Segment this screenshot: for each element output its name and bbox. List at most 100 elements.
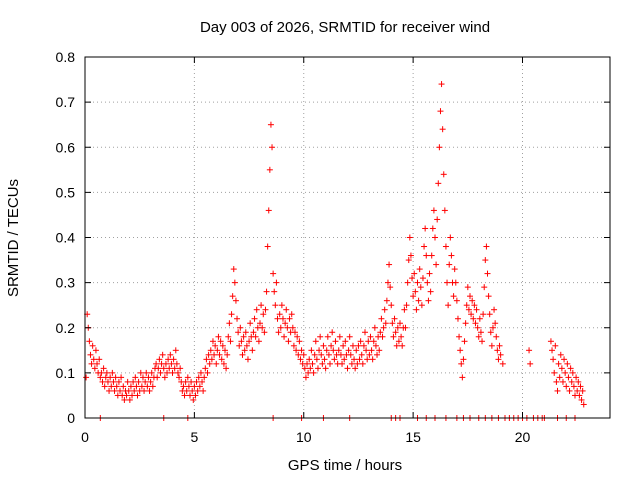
data-point	[309, 360, 316, 367]
data-point	[307, 365, 314, 372]
data-point	[414, 279, 421, 286]
data-point	[235, 329, 242, 336]
data-point	[131, 387, 138, 394]
data-point	[579, 387, 586, 394]
data-point	[168, 360, 175, 367]
data-point	[486, 311, 493, 318]
data-point	[437, 108, 444, 115]
data-point	[555, 360, 562, 367]
data-point	[238, 338, 245, 345]
data-point	[332, 338, 339, 345]
data-point	[118, 374, 125, 381]
data-point	[146, 387, 153, 394]
data-point	[171, 365, 178, 372]
data-point	[439, 126, 446, 133]
data-point	[335, 347, 342, 354]
data-point	[205, 351, 212, 358]
data-point	[330, 347, 337, 354]
data-point	[117, 387, 123, 394]
y-tick-label: 0.6	[56, 139, 76, 155]
data-point	[397, 320, 403, 327]
data-point	[296, 338, 303, 345]
data-point	[323, 347, 330, 354]
data-point	[282, 320, 289, 327]
data-point	[270, 270, 277, 277]
data-point	[240, 333, 247, 340]
data-point	[259, 324, 266, 331]
data-point	[421, 243, 428, 250]
data-point	[526, 347, 533, 354]
data-point	[261, 329, 268, 336]
data-point	[459, 374, 466, 381]
data-point	[367, 333, 374, 340]
data-point	[409, 275, 416, 282]
data-point	[458, 360, 465, 367]
data-point	[207, 347, 214, 354]
data-point	[356, 356, 363, 363]
data-point	[567, 365, 574, 372]
data-point	[137, 369, 144, 376]
data-point	[391, 315, 398, 322]
data-point	[190, 396, 197, 403]
data-point	[337, 351, 344, 358]
data-point	[162, 360, 169, 367]
data-point	[440, 171, 447, 178]
data-point	[289, 324, 296, 331]
data-point	[306, 356, 313, 363]
data-point	[165, 356, 172, 363]
data-point	[298, 347, 305, 354]
data-point	[206, 360, 213, 367]
data-point	[378, 315, 385, 322]
data-point	[392, 329, 399, 336]
data-point	[485, 293, 492, 300]
data-point	[313, 356, 320, 363]
x-axis-label: GPS time / hours	[288, 457, 402, 474]
data-point	[380, 324, 387, 331]
data-point	[191, 383, 198, 390]
data-point	[476, 315, 483, 322]
data-point	[183, 387, 190, 394]
data-point	[365, 338, 372, 345]
data-point	[471, 302, 478, 309]
data-point	[403, 302, 410, 309]
data-point	[304, 360, 311, 367]
data-point	[107, 374, 114, 381]
data-point	[111, 387, 118, 394]
x-tick-label: 15	[405, 429, 421, 445]
data-point	[252, 333, 259, 340]
data-point	[429, 225, 436, 232]
data-point	[405, 257, 412, 264]
data-point	[345, 347, 352, 354]
data-point	[460, 356, 467, 363]
data-point	[426, 270, 433, 277]
data-point	[305, 369, 312, 376]
x-tick-label: 0	[81, 429, 89, 445]
data-point	[577, 383, 584, 390]
data-point	[561, 356, 568, 363]
data-point	[224, 351, 231, 358]
points-layer	[83, 81, 587, 421]
data-point	[379, 333, 386, 340]
x-tick-label: 10	[296, 429, 312, 445]
data-point	[363, 347, 370, 354]
data-point	[283, 306, 290, 313]
data-point	[92, 347, 99, 354]
data-point	[141, 387, 148, 394]
data-point	[211, 351, 218, 358]
data-point	[415, 297, 422, 304]
data-point	[418, 302, 425, 309]
data-point	[176, 374, 183, 381]
data-point	[244, 356, 251, 363]
data-point	[269, 144, 276, 151]
data-point	[446, 261, 453, 268]
data-point	[481, 284, 488, 291]
data-point	[454, 315, 461, 322]
data-point	[274, 315, 281, 322]
data-point	[109, 369, 116, 376]
data-point	[149, 383, 156, 390]
data-point	[132, 374, 139, 381]
data-point	[278, 302, 285, 309]
data-point	[263, 288, 270, 295]
data-point	[181, 392, 188, 399]
data-point	[575, 378, 582, 385]
